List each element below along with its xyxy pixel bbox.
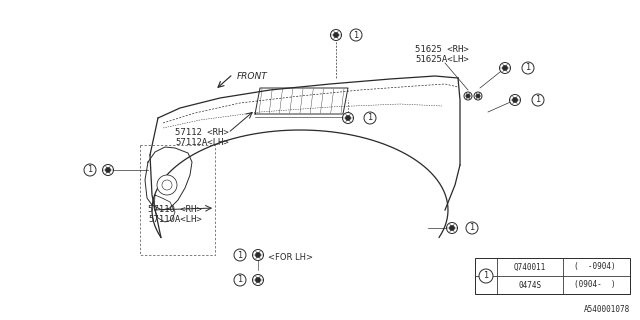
Text: 1: 1 [88,165,93,174]
Text: FRONT: FRONT [237,72,268,81]
Text: 0474S: 0474S [518,281,541,290]
Text: 51625 <RH>
51625A<LH>: 51625 <RH> 51625A<LH> [415,45,468,64]
Circle shape [479,269,493,283]
Circle shape [330,29,342,41]
Text: 1: 1 [353,30,358,39]
Circle shape [255,277,260,283]
Circle shape [253,275,264,285]
Circle shape [522,62,534,74]
Text: 1: 1 [525,63,531,73]
Circle shape [447,222,458,234]
Circle shape [464,92,472,100]
Circle shape [502,66,508,70]
Circle shape [346,116,351,121]
Text: Q740011: Q740011 [514,262,546,271]
Circle shape [364,112,376,124]
Text: 1: 1 [483,271,488,281]
Text: <FOR LH>: <FOR LH> [268,253,313,262]
Circle shape [255,252,260,258]
Circle shape [162,180,172,190]
Circle shape [532,94,544,106]
Circle shape [509,94,520,106]
Text: 57110 <RH>
57110A<LH>: 57110 <RH> 57110A<LH> [148,205,202,224]
Circle shape [350,29,362,41]
Circle shape [449,226,454,230]
Circle shape [84,164,96,176]
Circle shape [234,249,246,261]
Text: (  -0904): ( -0904) [574,262,616,271]
Text: 1: 1 [469,223,475,233]
Circle shape [333,33,339,37]
Circle shape [106,167,111,172]
Circle shape [513,98,518,102]
Text: 1: 1 [367,114,372,123]
Text: 1: 1 [237,276,243,284]
Text: A540001078: A540001078 [584,305,630,314]
Bar [475,258,630,294]
Circle shape [499,62,511,74]
Circle shape [253,250,264,260]
Circle shape [476,94,480,98]
Circle shape [466,222,478,234]
Text: (0904-  ): (0904- ) [574,281,616,290]
Circle shape [342,113,353,124]
Circle shape [234,274,246,286]
Circle shape [102,164,113,175]
Text: 57112 <RH>
57112A<LH>: 57112 <RH> 57112A<LH> [175,128,228,148]
Circle shape [474,92,482,100]
Text: 1: 1 [237,251,243,260]
Circle shape [157,175,177,195]
Text: 1: 1 [536,95,541,105]
Circle shape [466,94,470,98]
